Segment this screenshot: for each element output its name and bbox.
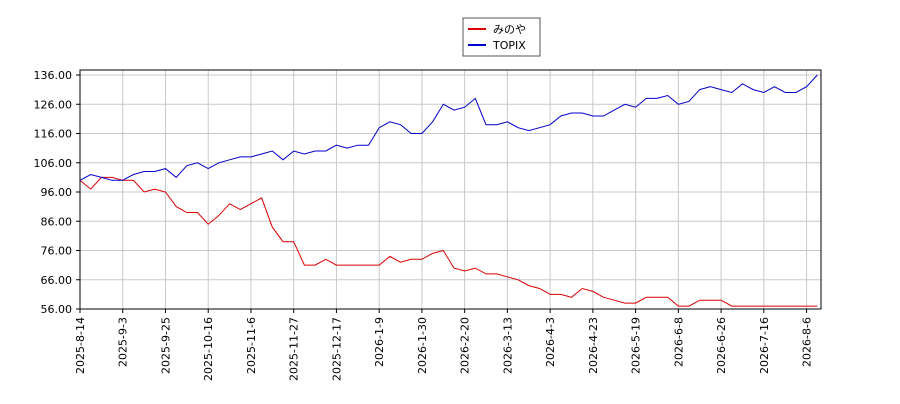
plot-frame <box>79 69 822 310</box>
y-tick-label: 56.00 <box>41 303 73 316</box>
x-tick-label: 2025-8-14 <box>74 317 87 374</box>
legend-label: TOPIX <box>492 39 526 52</box>
y-tick-label: 86.00 <box>41 215 73 228</box>
x-tick-label: 2025-9-3 <box>117 317 130 367</box>
y-tick-label: 126.00 <box>34 98 73 111</box>
y-tick-label: 66.00 <box>41 274 73 287</box>
x-tick-label: 2025-12-17 <box>330 317 343 381</box>
x-tick-label: 2026-6-8 <box>672 317 685 367</box>
y-tick-label: 116.00 <box>34 128 73 141</box>
x-tick-label: 2026-3-13 <box>501 317 514 374</box>
x-tick-label: 2026-1-9 <box>373 317 386 367</box>
series-line <box>79 74 818 181</box>
x-tick-label: 2025-9-25 <box>159 317 172 374</box>
y-tick-label: 96.00 <box>41 186 73 199</box>
x-tick-label: 2026-5-19 <box>630 317 643 374</box>
x-tick-label: 2025-10-16 <box>202 317 215 381</box>
legend-box <box>462 17 541 57</box>
x-tick-label: 2026-4-3 <box>544 317 557 367</box>
x-tick-label: 2025-11-6 <box>245 317 258 374</box>
x-tick-label: 2026-6-26 <box>715 317 728 374</box>
legend-label: みのや <box>493 23 526 36</box>
x-tick-label: 2025-11-27 <box>288 317 301 381</box>
y-tick-label: 76.00 <box>41 245 73 258</box>
legend: みのや TOPIX <box>462 17 541 57</box>
x-tick-label: 2026-8-6 <box>801 317 814 367</box>
x-tick-label: 2026-1-30 <box>416 317 429 374</box>
series-line <box>79 176 818 307</box>
y-tick-label: 136.00 <box>34 69 73 82</box>
y-tick-label: 106.00 <box>34 157 73 170</box>
x-tick-label: 2026-4-23 <box>587 317 600 374</box>
x-tick-label: 2026-2-20 <box>459 317 472 374</box>
x-tick-label: 2026-7-16 <box>758 317 771 374</box>
